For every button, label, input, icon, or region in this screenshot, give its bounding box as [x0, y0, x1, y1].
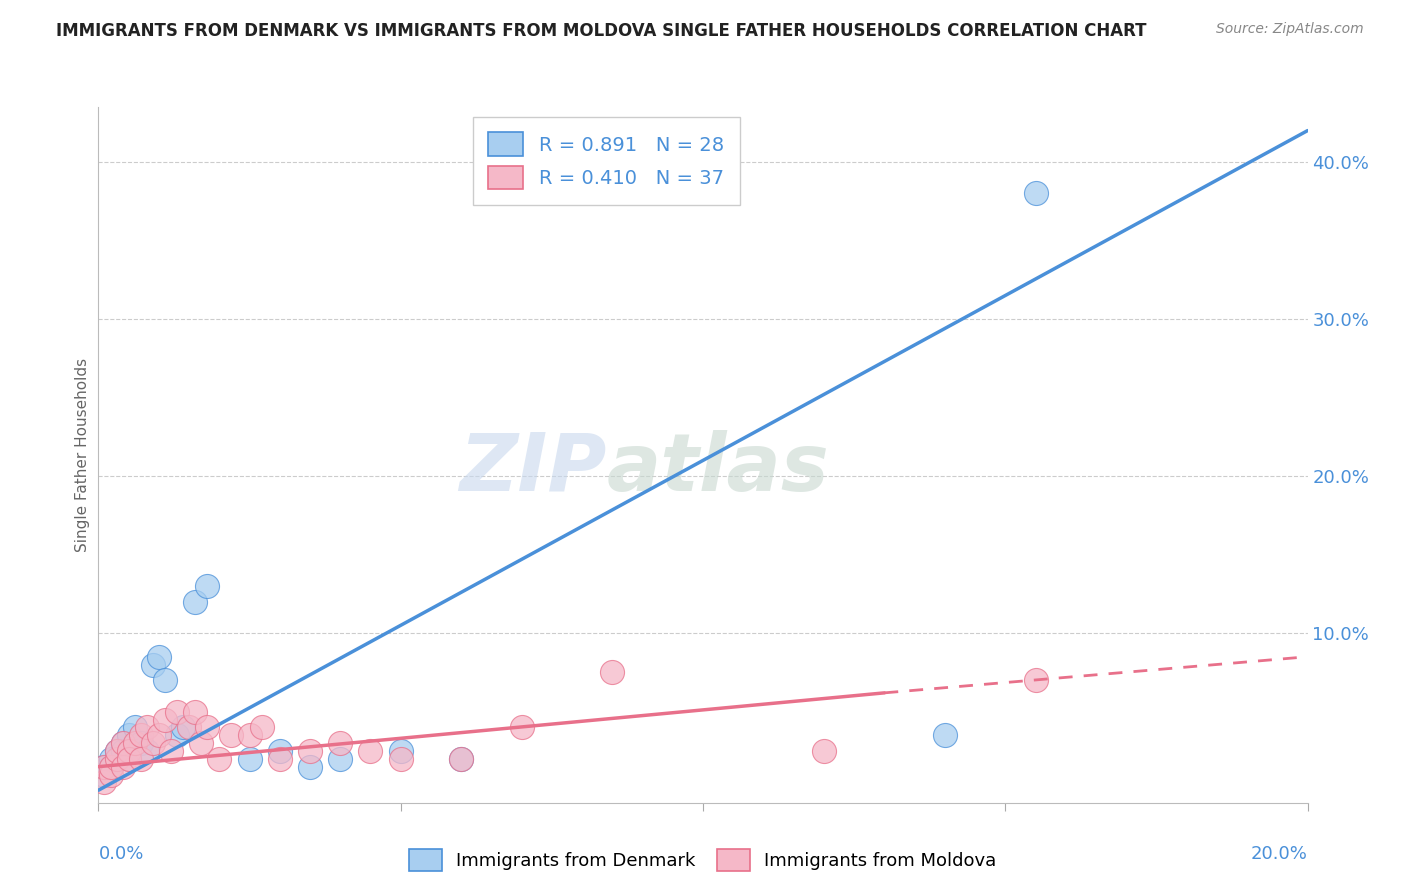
Point — [135, 720, 157, 734]
Point — [148, 728, 170, 742]
Point — [166, 705, 188, 719]
Point — [118, 752, 141, 766]
Point — [111, 736, 134, 750]
Point — [239, 728, 262, 742]
Point — [299, 760, 322, 774]
Point — [100, 752, 122, 766]
Point — [184, 595, 207, 609]
Point — [184, 705, 207, 719]
Point — [166, 728, 188, 742]
Point — [111, 760, 134, 774]
Point — [510, 720, 533, 734]
Point — [129, 728, 152, 742]
Point — [602, 665, 624, 680]
Point — [179, 720, 201, 734]
Point — [124, 720, 146, 734]
Point — [195, 720, 218, 734]
Point — [100, 767, 122, 781]
Point — [148, 649, 170, 664]
Point — [129, 736, 152, 750]
Point — [153, 673, 176, 688]
Point — [190, 736, 212, 750]
Point — [299, 744, 322, 758]
Text: ZIP: ZIP — [458, 430, 606, 508]
Point — [269, 744, 291, 758]
Point — [93, 767, 115, 781]
Point — [100, 760, 122, 774]
Point — [269, 752, 291, 766]
Text: 20.0%: 20.0% — [1251, 845, 1308, 863]
Y-axis label: Single Father Households: Single Father Households — [75, 358, 90, 552]
Point — [118, 728, 141, 742]
Point — [813, 744, 835, 758]
Point — [93, 760, 115, 774]
Legend: Immigrants from Denmark, Immigrants from Moldova: Immigrants from Denmark, Immigrants from… — [402, 842, 1004, 879]
Point — [118, 752, 141, 766]
Point — [111, 744, 134, 758]
Point — [135, 744, 157, 758]
Text: IMMIGRANTS FROM DENMARK VS IMMIGRANTS FROM MOLDOVA SINGLE FATHER HOUSEHOLDS CORR: IMMIGRANTS FROM DENMARK VS IMMIGRANTS FR… — [56, 22, 1147, 40]
Point — [105, 752, 128, 766]
Point — [153, 713, 176, 727]
Point — [93, 775, 115, 789]
Point — [1024, 186, 1046, 201]
Text: atlas: atlas — [606, 430, 830, 508]
Point — [195, 579, 218, 593]
Text: 0.0%: 0.0% — [98, 845, 143, 863]
Point — [250, 720, 273, 734]
Point — [450, 752, 472, 766]
Point — [239, 752, 262, 766]
Point — [221, 728, 243, 742]
Point — [934, 728, 956, 742]
Point — [129, 752, 152, 766]
Point — [100, 760, 122, 774]
Point — [142, 736, 165, 750]
Point — [160, 744, 183, 758]
Point — [389, 752, 412, 766]
Point — [142, 657, 165, 672]
Point — [208, 752, 231, 766]
Point — [1024, 673, 1046, 688]
Point — [360, 744, 382, 758]
Point — [124, 736, 146, 750]
Point — [172, 720, 194, 734]
Point — [111, 736, 134, 750]
Point — [93, 760, 115, 774]
Legend: R = 0.891   N = 28, R = 0.410   N = 37: R = 0.891 N = 28, R = 0.410 N = 37 — [472, 117, 740, 205]
Text: Source: ZipAtlas.com: Source: ZipAtlas.com — [1216, 22, 1364, 37]
Point — [450, 752, 472, 766]
Point — [105, 744, 128, 758]
Point — [105, 744, 128, 758]
Point — [329, 752, 352, 766]
Point — [105, 752, 128, 766]
Point — [329, 736, 352, 750]
Point — [389, 744, 412, 758]
Point — [118, 744, 141, 758]
